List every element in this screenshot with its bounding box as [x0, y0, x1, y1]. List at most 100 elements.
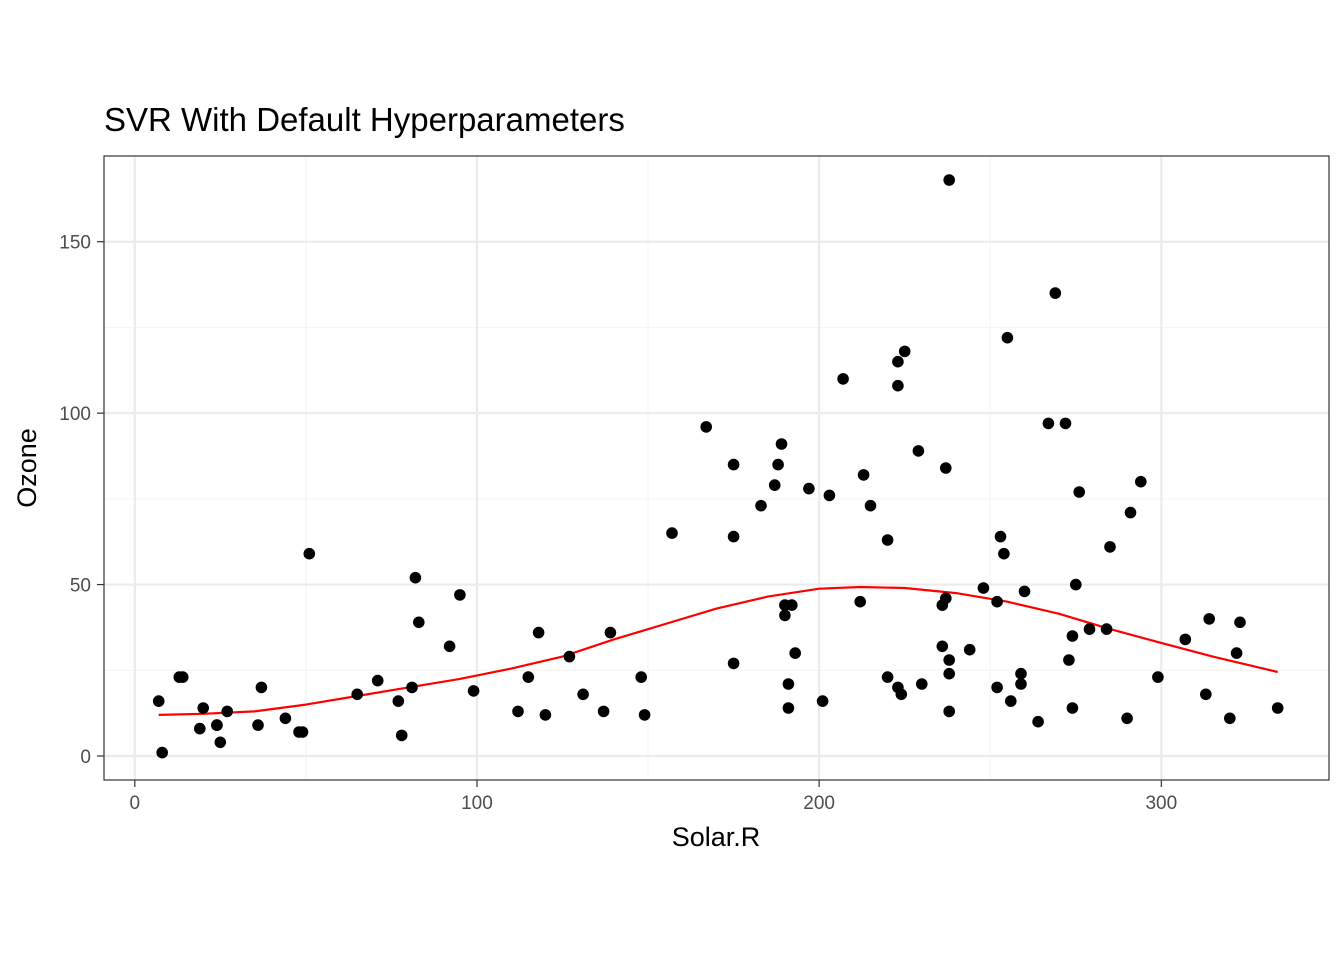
data-point [789, 647, 801, 659]
data-point [786, 599, 798, 611]
data-point [296, 726, 309, 738]
x-axis-title: Solar.R [672, 822, 761, 852]
data-point [197, 702, 209, 714]
data-point [823, 489, 836, 502]
data-point [782, 702, 795, 714]
data-point [881, 671, 894, 683]
data-point [214, 736, 227, 749]
data-point [351, 688, 364, 701]
y-axis-title: Ozone [12, 428, 42, 508]
data-point [727, 530, 740, 543]
data-point [1104, 541, 1116, 553]
data-point [1018, 585, 1031, 598]
data-point [943, 654, 955, 666]
data-point [638, 709, 651, 721]
data-point [1100, 623, 1113, 635]
data-point [1015, 678, 1027, 690]
y-tick-label: 100 [59, 404, 91, 425]
data-point [635, 671, 647, 683]
data-point [857, 469, 870, 481]
x-tick-label: 0 [130, 793, 141, 814]
x-tick-label: 300 [1145, 793, 1177, 814]
data-point [1005, 695, 1017, 707]
data-point [666, 527, 678, 539]
data-point [221, 705, 233, 718]
data-point [803, 482, 815, 495]
chart-title: SVR With Default Hyperparameters [104, 101, 625, 138]
data-point [854, 595, 866, 608]
data-point [443, 640, 456, 653]
data-point [837, 373, 849, 385]
y-tick-label: 50 [70, 576, 91, 597]
data-point [912, 445, 925, 457]
data-point [522, 671, 535, 683]
data-point [892, 379, 904, 392]
data-point [1063, 654, 1075, 666]
data-point [539, 709, 552, 721]
data-point [156, 746, 168, 759]
data-point [255, 681, 268, 694]
data-point [1001, 331, 1014, 344]
data-point [895, 688, 908, 701]
data-point [1121, 712, 1133, 725]
data-point [943, 174, 955, 186]
data-point [779, 609, 791, 622]
data-point [700, 421, 712, 433]
data-point [1179, 633, 1192, 646]
data-point [775, 438, 788, 450]
data-point [467, 685, 480, 697]
data-point [454, 589, 466, 601]
data-point [252, 719, 264, 731]
data-point [371, 674, 384, 687]
data-point [943, 667, 955, 680]
data-point [1066, 630, 1079, 642]
data-point [782, 678, 795, 690]
data-point [512, 705, 524, 718]
data-point [1032, 715, 1044, 728]
data-point [994, 530, 1007, 543]
data-point [991, 681, 1003, 694]
data-point [176, 671, 189, 683]
points-layer [152, 174, 1284, 759]
data-point [1059, 417, 1072, 430]
data-point [577, 688, 589, 701]
data-point [943, 705, 955, 718]
data-point [977, 582, 990, 594]
data-point [1124, 506, 1137, 519]
data-point [898, 345, 911, 358]
data-point [1049, 287, 1062, 299]
data-point [940, 592, 952, 605]
data-point [892, 355, 904, 368]
y-tick-label: 0 [80, 747, 91, 768]
data-point [1083, 623, 1096, 635]
data-point [772, 458, 784, 471]
data-point [395, 729, 408, 742]
data-point [1224, 712, 1236, 725]
data-point [864, 499, 877, 512]
data-point [1042, 417, 1055, 430]
data-point [963, 643, 976, 656]
data-point [998, 547, 1010, 560]
data-point [1271, 702, 1284, 714]
data-point [1073, 486, 1085, 498]
data-point [211, 719, 223, 731]
x-tick-label: 100 [461, 793, 493, 814]
data-point [392, 695, 405, 707]
data-point [1066, 702, 1079, 714]
axes: 0 100 200 300 0 50 100 150 [59, 233, 1177, 814]
data-point [816, 695, 829, 707]
data-point [1015, 667, 1027, 680]
data-point [563, 650, 576, 663]
data-point [597, 705, 610, 718]
data-point [604, 626, 617, 639]
data-point [916, 678, 928, 690]
data-point [406, 681, 418, 694]
data-point [194, 722, 206, 735]
fit-line-layer [158, 585, 1278, 716]
data-point [279, 712, 292, 725]
data-point [727, 458, 740, 471]
data-point [409, 571, 422, 584]
data-point [1135, 475, 1147, 488]
